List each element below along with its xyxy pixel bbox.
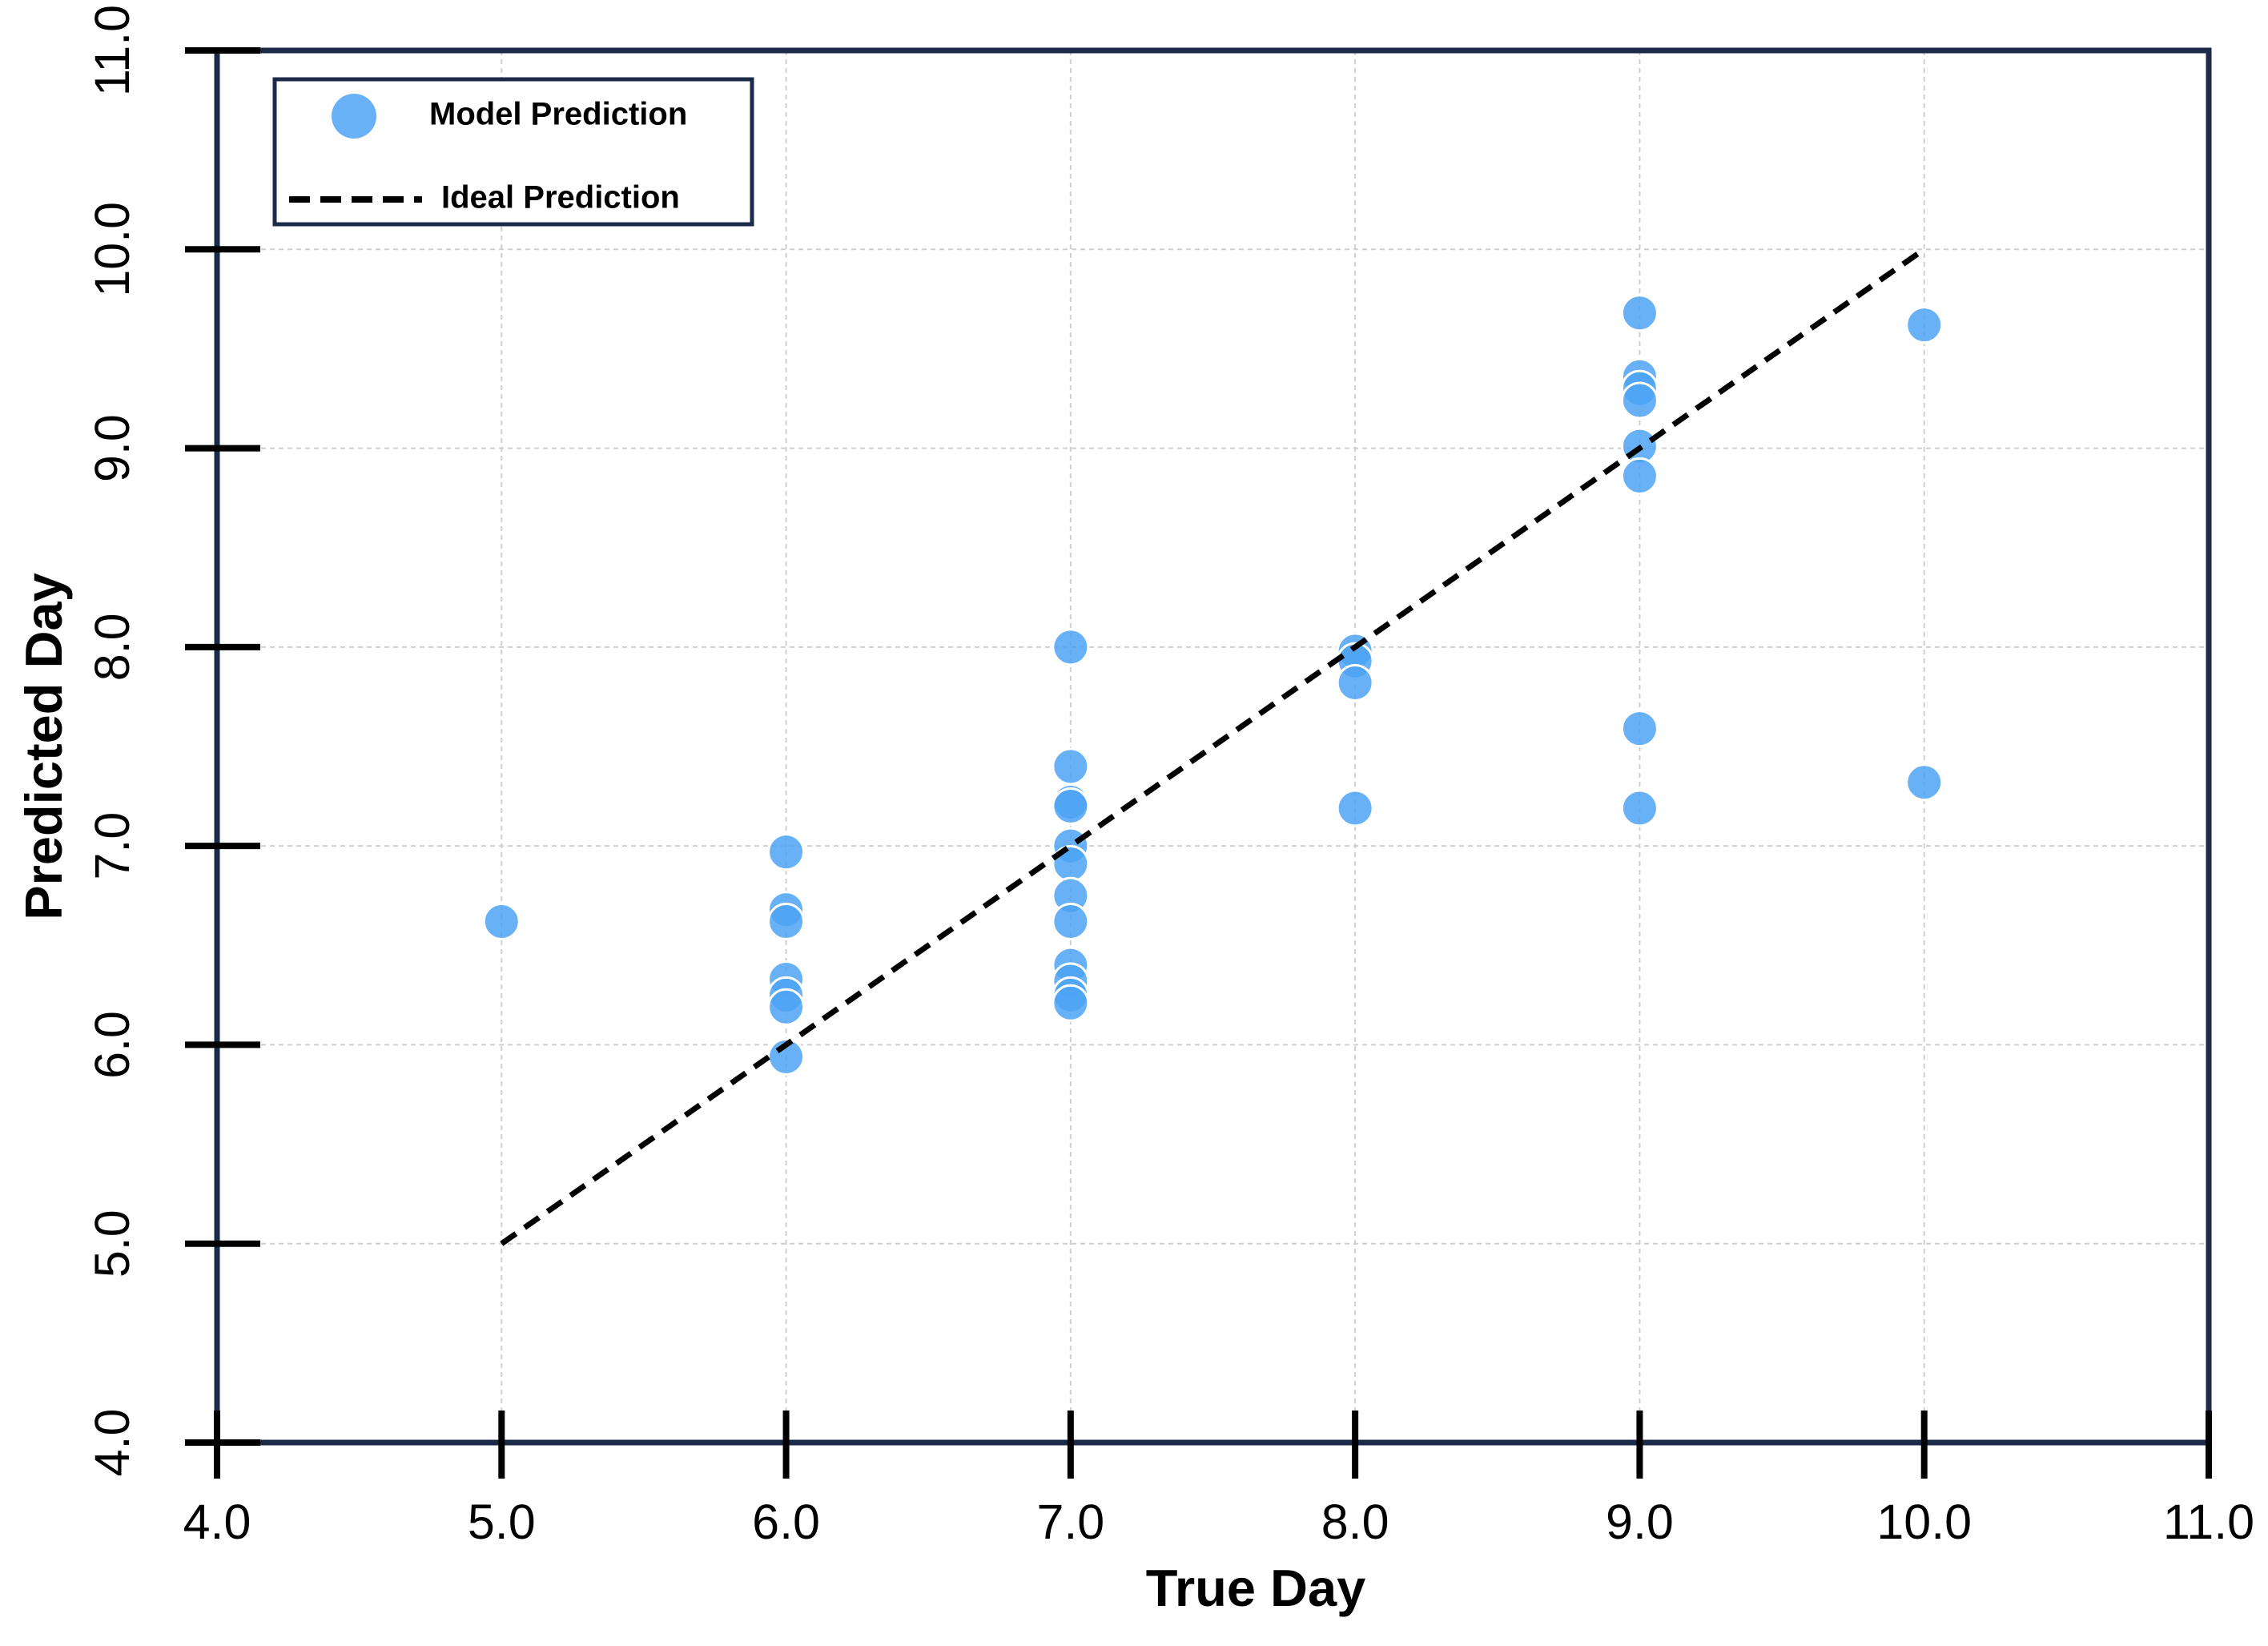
legend-marker xyxy=(332,94,376,139)
y-tick-label: 11.0 xyxy=(85,5,139,96)
data-point xyxy=(767,833,806,871)
data-point xyxy=(1620,294,1659,332)
y-tick-label: 4.0 xyxy=(85,1409,139,1477)
data-point xyxy=(1052,902,1090,940)
x-tick-label: 4.0 xyxy=(183,1495,251,1549)
data-point xyxy=(1620,789,1659,827)
x-tick-label: 5.0 xyxy=(468,1495,536,1549)
legend-label: Ideal Prediction xyxy=(441,180,680,215)
data-point xyxy=(767,902,806,940)
y-tick-label: 8.0 xyxy=(85,613,139,681)
x-axis-label: True Day xyxy=(1146,1559,1366,1617)
y-tick-label: 7.0 xyxy=(85,812,139,880)
x-tick-label: 10.0 xyxy=(1876,1495,1972,1549)
data-point xyxy=(1620,710,1659,748)
y-tick-label: 6.0 xyxy=(85,1011,139,1079)
x-tick-label: 11.0 xyxy=(2163,1495,2254,1549)
y-tick-label: 10.0 xyxy=(85,202,139,297)
y-axis-label: Predicted Day xyxy=(14,573,73,920)
x-tick-label: 7.0 xyxy=(1036,1495,1104,1549)
data-point xyxy=(1905,306,1944,344)
legend-label: Model Prediction xyxy=(429,97,687,132)
data-point xyxy=(1336,664,1374,702)
data-point xyxy=(1052,984,1090,1022)
ideal-line xyxy=(500,247,1926,1246)
y-tick-label: 9.0 xyxy=(85,414,139,482)
data-point xyxy=(1336,789,1374,827)
x-tick-label: 9.0 xyxy=(1606,1495,1674,1549)
data-point xyxy=(482,902,521,940)
data-point xyxy=(1905,763,1944,802)
data-point xyxy=(1052,747,1090,786)
data-point xyxy=(1052,628,1090,666)
x-tick-label: 6.0 xyxy=(752,1495,820,1549)
data-point xyxy=(1620,457,1659,495)
y-tick-label: 5.0 xyxy=(85,1209,139,1278)
x-tick-label: 8.0 xyxy=(1321,1495,1389,1549)
data-point xyxy=(1620,381,1659,420)
plot-frame xyxy=(214,47,2212,1446)
data-point xyxy=(1052,787,1090,825)
data-point xyxy=(767,988,806,1026)
